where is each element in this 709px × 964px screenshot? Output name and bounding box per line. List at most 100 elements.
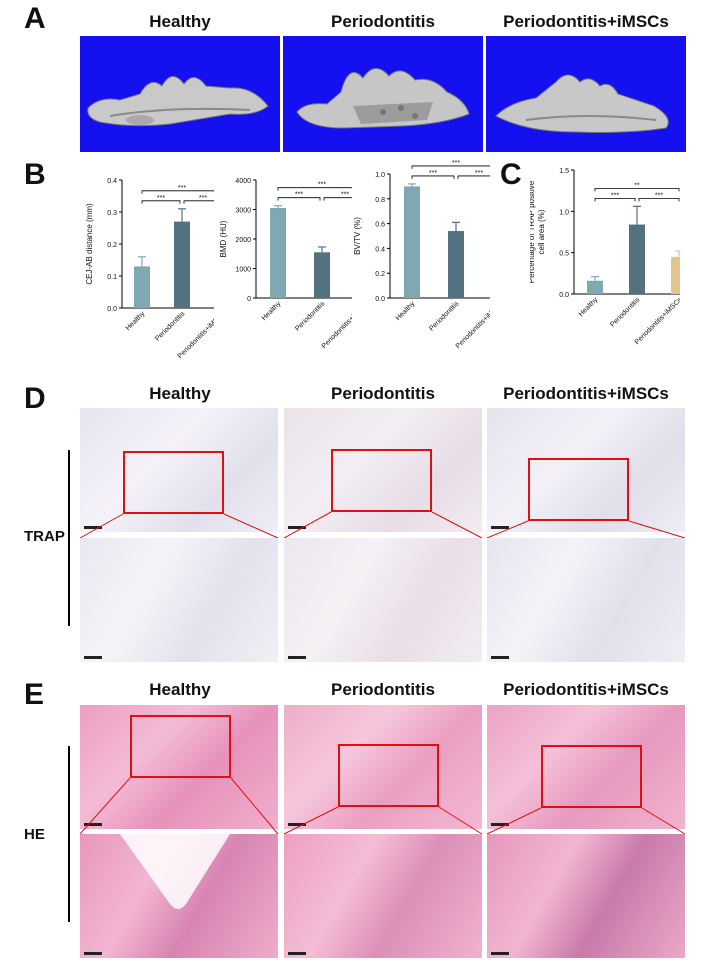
scale-bar <box>491 526 509 529</box>
column-title-imscs-d: Periodontitis+iMSCs <box>503 384 669 403</box>
column-title-periodontitis-d: Periodontitis <box>331 384 435 403</box>
bar-periodontitis <box>629 224 645 294</box>
panel-label-b: B <box>24 158 46 191</box>
y-tick-label: 0.8 <box>375 197 385 204</box>
column-title-healthy-e: Healthy <box>149 680 211 699</box>
panel-label-d: D <box>24 382 46 415</box>
trap-periodontitis-zoom <box>284 538 482 662</box>
chart-trap-positive: 0.0 0.5 1.0 1.5 Percentage of TRAP positive c… <box>527 158 700 388</box>
y-tick-label: 2000 <box>235 237 251 244</box>
significance-label: *** <box>611 192 619 199</box>
y-tick-label: 0.2 <box>107 242 117 249</box>
y-tick-label: 1000 <box>235 267 251 274</box>
roi-box-trap-periodontitis <box>331 449 432 512</box>
y-tick-label: 1.0 <box>375 172 385 179</box>
tooth-crown-shape <box>120 834 230 909</box>
y-axis-label: BMD (HU) <box>219 220 228 257</box>
trap-healthy-zoom <box>80 538 278 662</box>
micro-ct-periodontitis <box>283 36 483 152</box>
scale-bar <box>288 656 306 659</box>
scale-bar <box>288 952 306 955</box>
y-axis-label: cell area (%) <box>537 209 546 254</box>
significance-bracket <box>411 175 455 179</box>
roi-box-he-imscs <box>541 745 642 808</box>
row-label-he: HE <box>24 826 45 843</box>
roi-box-he-periodontitis <box>338 744 439 807</box>
scale-bar <box>288 823 306 826</box>
y-tick-label: 3000 <box>235 208 251 215</box>
y-tick-label: 0.4 <box>107 178 117 185</box>
significance-bracket <box>594 197 636 202</box>
bar-periodontitis <box>314 252 330 298</box>
y-tick-label: 1.5 <box>559 168 569 175</box>
y-axis-label: Percentage of TRAP positive <box>530 180 536 283</box>
y-tick-label: 0 <box>247 296 251 303</box>
column-title-healthy-d: Healthy <box>149 384 211 403</box>
significance-label: *** <box>199 195 207 202</box>
significance-label: *** <box>341 192 349 199</box>
panel-label-e: E <box>24 678 45 711</box>
bar-periodontitis <box>448 231 464 298</box>
y-axis-label: CEJ-AB distance (mm) <box>85 203 94 285</box>
trap-healthy-overview <box>80 408 278 532</box>
roi-box-trap-imscs <box>528 458 629 521</box>
y-tick-label: 1.0 <box>559 209 569 216</box>
significance-label: *** <box>318 182 326 189</box>
significance-label: ** <box>634 182 640 189</box>
panel-label-a: A <box>24 2 46 35</box>
significance-label: *** <box>429 170 437 177</box>
roi-box-trap-healthy <box>123 451 224 514</box>
he-healthy-overview <box>80 705 278 829</box>
bar-healthy <box>404 186 420 298</box>
y-tick-label: 0.3 <box>107 210 117 217</box>
significance-label: *** <box>178 185 186 192</box>
column-title-imscs-a: Periodontitis+iMSCs <box>503 12 669 31</box>
row-bracket-he <box>68 746 70 922</box>
y-axis-label: BV/TV (%) <box>353 217 362 255</box>
scale-bar <box>84 952 102 955</box>
y-tick-label: 0.0 <box>559 292 569 299</box>
bar-healthy <box>270 208 286 298</box>
trap-imscs-zoom <box>487 538 685 662</box>
row-label-trap: TRAP <box>24 528 65 545</box>
significance-bracket <box>594 187 680 192</box>
significance-bracket <box>141 200 181 204</box>
he-periodontitis-zoom <box>284 834 482 958</box>
significance-label: *** <box>452 160 460 167</box>
bar-healthy <box>134 266 150 308</box>
y-tick-label: 0.2 <box>375 271 385 278</box>
column-title-healthy-a: Healthy <box>149 12 211 31</box>
y-tick-label: 0.4 <box>375 246 385 253</box>
he-imscs-overview <box>487 705 685 829</box>
column-title-imscs-e: Periodontitis+iMSCs <box>503 680 669 699</box>
panel-label-c: C <box>500 158 522 191</box>
micro-ct-imscs <box>486 36 686 152</box>
column-title-periodontitis-e: Periodontitis <box>331 680 435 699</box>
significance-bracket <box>277 197 321 201</box>
he-imscs-zoom <box>487 834 685 958</box>
he-periodontitis-overview <box>284 705 482 829</box>
roi-box-he-healthy <box>130 715 231 778</box>
y-tick-label: 0.6 <box>375 222 385 229</box>
micro-ct-healthy <box>80 36 280 152</box>
bar-healthy <box>587 280 603 294</box>
significance-bracket <box>638 197 680 202</box>
trap-imscs-overview <box>487 408 685 532</box>
significance-label: *** <box>475 170 483 177</box>
scale-bar <box>84 526 102 529</box>
significance-label: *** <box>157 195 165 202</box>
y-tick-label: 0.1 <box>107 274 117 281</box>
bar-periodontitis <box>174 221 190 308</box>
chart-trap-positive-svg: 0.0 0.5 1.0 1.5 Percentage of TRAP positivec… <box>527 168 700 346</box>
y-tick-label: 0.0 <box>375 296 385 303</box>
y-tick-label: 0.0 <box>107 306 117 313</box>
scale-bar <box>84 656 102 659</box>
significance-label: *** <box>655 192 663 199</box>
significance-label: *** <box>295 192 303 199</box>
column-title-periodontitis-a: Periodontitis <box>331 12 435 31</box>
y-tick-label: 4000 <box>235 178 251 185</box>
scale-bar <box>491 656 509 659</box>
scale-bar <box>491 952 509 955</box>
